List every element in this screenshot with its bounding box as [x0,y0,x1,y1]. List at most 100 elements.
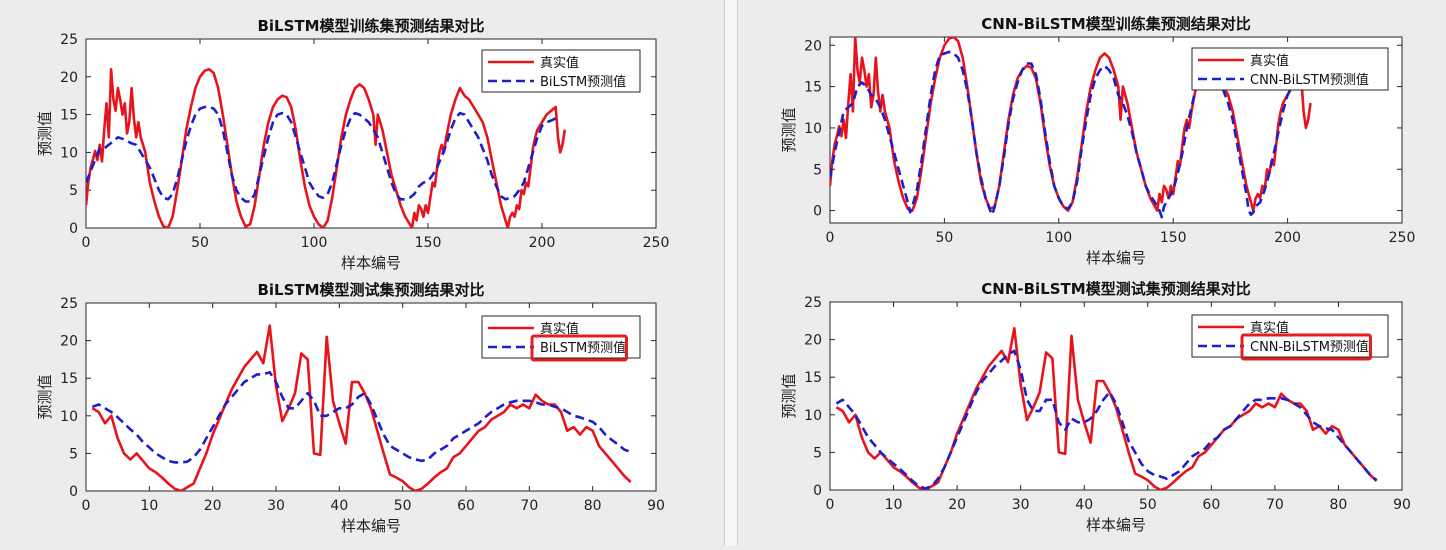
bilstm-train-series-group [86,67,567,228]
cnn-bilstm-train-x-tick-label: 200 [1274,230,1301,246]
bilstm-train-chart: BiLSTM模型训练集预测结果对比 0 50 100 150 200 250 0 5 10 15 20… [36,17,669,272]
bilstm-train-x-tick-label: 0 [82,235,91,251]
cnn-bilstm-test-legend-label: CNN-BiLSTM预测值 [1250,339,1369,355]
bilstm-test-x-tick-label: 60 [457,498,475,514]
bilstm-test-x-tick-label: 70 [520,498,538,514]
cnn-bilstm-test-x-tick-label: 0 [826,497,835,513]
bilstm-test-x-tick-label: 30 [267,498,285,514]
bilstm-train-legend-label: BiLSTM预测值 [540,74,626,90]
bilstm-train-legend-box [481,49,641,93]
bilstm-test-series-line-predicted [91,370,632,464]
bilstm-test-chart: BiLSTM模型测试集预测结果对比 0 10 20 30 40 50 60 70 80 90 0 5 10… [36,281,665,535]
cnn-bilstm-test-y-tick-label: 10 [804,408,822,424]
bilstm-test-y-tick-label: 0 [69,484,78,500]
cnn-bilstm-test-x-tick-label: 40 [1075,497,1093,513]
cnn-bilstm-train-series-group [830,37,1312,219]
bilstm-train-legend-label: 真实值 [540,55,579,71]
cnn-bilstm-test-legend-label: 真实值 [1250,320,1289,336]
bilstm-test-y-tick-label: 15 [60,371,78,387]
bilstm-train-series-line-predicted [86,105,557,203]
bilstm-train-y-tick-label: 25 [60,32,78,48]
bilstm-train-x-tick-label: 100 [301,235,328,251]
bilstm-train-x-tick-label: 250 [643,235,670,251]
cnn-bilstm-test-y-tick-label: 20 [804,333,822,349]
cnn-bilstm-test-series-group [835,327,1378,490]
cnn-bilstm-train-legend-label: 真实值 [1250,53,1289,69]
cnn-bilstm-train-series-line-actual [830,37,1312,212]
cnn-bilstm-test-x-tick-label: 80 [1330,497,1348,513]
bilstm-test-legend-highlight [530,334,628,362]
cnn-bilstm-train-legend-box [1191,47,1389,91]
cnn-bilstm-train-y-tick-label: 20 [804,38,822,54]
cnn-bilstm-test-title: CNN-BiLSTM模型测试集预测结果对比 [981,280,1250,298]
bilstm-train-y-tick-label: 0 [69,221,78,237]
cnn-bilstm-test-x-tick-label: 50 [1139,497,1157,513]
cnn-bilstm-test-x-axis-label: 样本编号 [1086,516,1146,534]
cnn-bilstm-train-x-tick-label: 0 [826,230,835,246]
cnn-bilstm-train-y-tick-label: 0 [813,204,822,220]
cnn-bilstm-train-y-axis-label: 预测值 [780,107,798,152]
cnn-bilstm-train-x-tick-label: 50 [935,230,953,246]
cnn-bilstm-train-x-tick-label: 150 [1160,230,1187,246]
cnn-bilstm-test-x-tick-label: 20 [948,497,966,513]
bilstm-test-x-tick-label: 90 [647,498,665,514]
bilstm-train-y-tick-label: 15 [60,108,78,124]
bilstm-test-x-tick-label: 0 [82,498,91,514]
bilstm-test-y-tick-label: 20 [60,334,78,350]
bilstm-train-x-tick-label: 200 [529,235,556,251]
cnn-bilstm-train-x-tick-label: 250 [1389,230,1416,246]
bilstm-train-y-tick-label: 5 [69,183,78,199]
bilstm-test-x-axis-label: 样本编号 [341,517,401,535]
cnn-bilstm-test-x-tick-label: 60 [1202,497,1220,513]
cnn-bilstm-test-x-tick-label: 30 [1012,497,1030,513]
cnn-bilstm-train-legend: 真实值 CNN-BiLSTM预测值 [1191,47,1389,91]
bilstm-test-x-tick-label: 80 [584,498,602,514]
cnn-bilstm-train-chart: CNN-BiLSTM模型训练集预测结果对比 0 50 100 150 200 250 0 5 10… [780,15,1415,267]
cnn-bilstm-test-y-axis-label: 预测值 [780,373,798,418]
cnn-bilstm-test-y-tick-label: 25 [804,295,822,311]
cnn-bilstm-test-series-line-predicted [835,349,1378,490]
cnn-bilstm-train-x-tick-label: 100 [1045,230,1072,246]
cnn-bilstm-train-y-tick-label: 10 [804,121,822,137]
cnn-bilstm-train-series-line-predicted [830,50,1302,219]
cnn-bilstm-train-legend-label: CNN-BiLSTM预测值 [1250,72,1369,88]
cnn-bilstm-test-legend: 真实值 CNN-BiLSTM预测值 [1191,314,1389,361]
bilstm-train-x-tick-label: 50 [191,235,209,251]
cnn-bilstm-train-y-tick-label: 5 [813,162,822,178]
cnn-bilstm-test-x-tick-label: 10 [885,497,903,513]
bilstm-test-legend: 真实值 BiLSTM预测值 [481,315,641,362]
cnn-bilstm-test-x-tick-label: 90 [1393,497,1411,513]
cnn-bilstm-test-y-tick-label: 5 [813,445,822,461]
bilstm-train-legend: 真实值 BiLSTM预测值 [481,49,641,93]
bilstm-test-series-line-actual [91,324,632,491]
bilstm-train-series-line-actual [86,67,567,228]
bilstm-train-x-axis-label: 样本编号 [341,254,401,272]
bilstm-test-y-tick-label: 5 [69,446,78,462]
cnn-bilstm-train-y-tick-label: 15 [804,80,822,96]
bilstm-test-y-axis-label: 预测值 [36,374,54,419]
bilstm-test-title: BiLSTM模型测试集预测结果对比 [257,281,484,299]
bilstm-train-y-axis-label: 预测值 [36,111,54,156]
cnn-bilstm-test-legend-highlight [1240,333,1372,361]
bilstm-train-title: BiLSTM模型训练集预测结果对比 [257,17,484,35]
bilstm-test-series-group [91,324,632,491]
bilstm-test-legend-label: BiLSTM预测值 [540,340,626,356]
bilstm-test-x-tick-label: 50 [394,498,412,514]
bilstm-test-x-tick-label: 40 [330,498,348,514]
window-divider [724,0,738,546]
bilstm-test-y-tick-label: 10 [60,409,78,425]
cnn-bilstm-test-y-tick-label: 0 [813,483,822,499]
bilstm-train-y-tick-label: 10 [60,145,78,161]
bilstm-train-x-tick-label: 150 [415,235,442,251]
bilstm-test-x-tick-label: 20 [204,498,222,514]
bilstm-test-legend-label: 真实值 [540,321,579,337]
bilstm-train-y-tick-label: 20 [60,70,78,86]
cnn-bilstm-train-x-axis-label: 样本编号 [1086,249,1146,267]
bilstm-test-x-tick-label: 10 [140,498,158,514]
cnn-bilstm-test-x-tick-label: 70 [1266,497,1284,513]
cnn-bilstm-train-title: CNN-BiLSTM模型训练集预测结果对比 [981,15,1250,33]
cnn-bilstm-test-y-tick-label: 15 [804,370,822,386]
